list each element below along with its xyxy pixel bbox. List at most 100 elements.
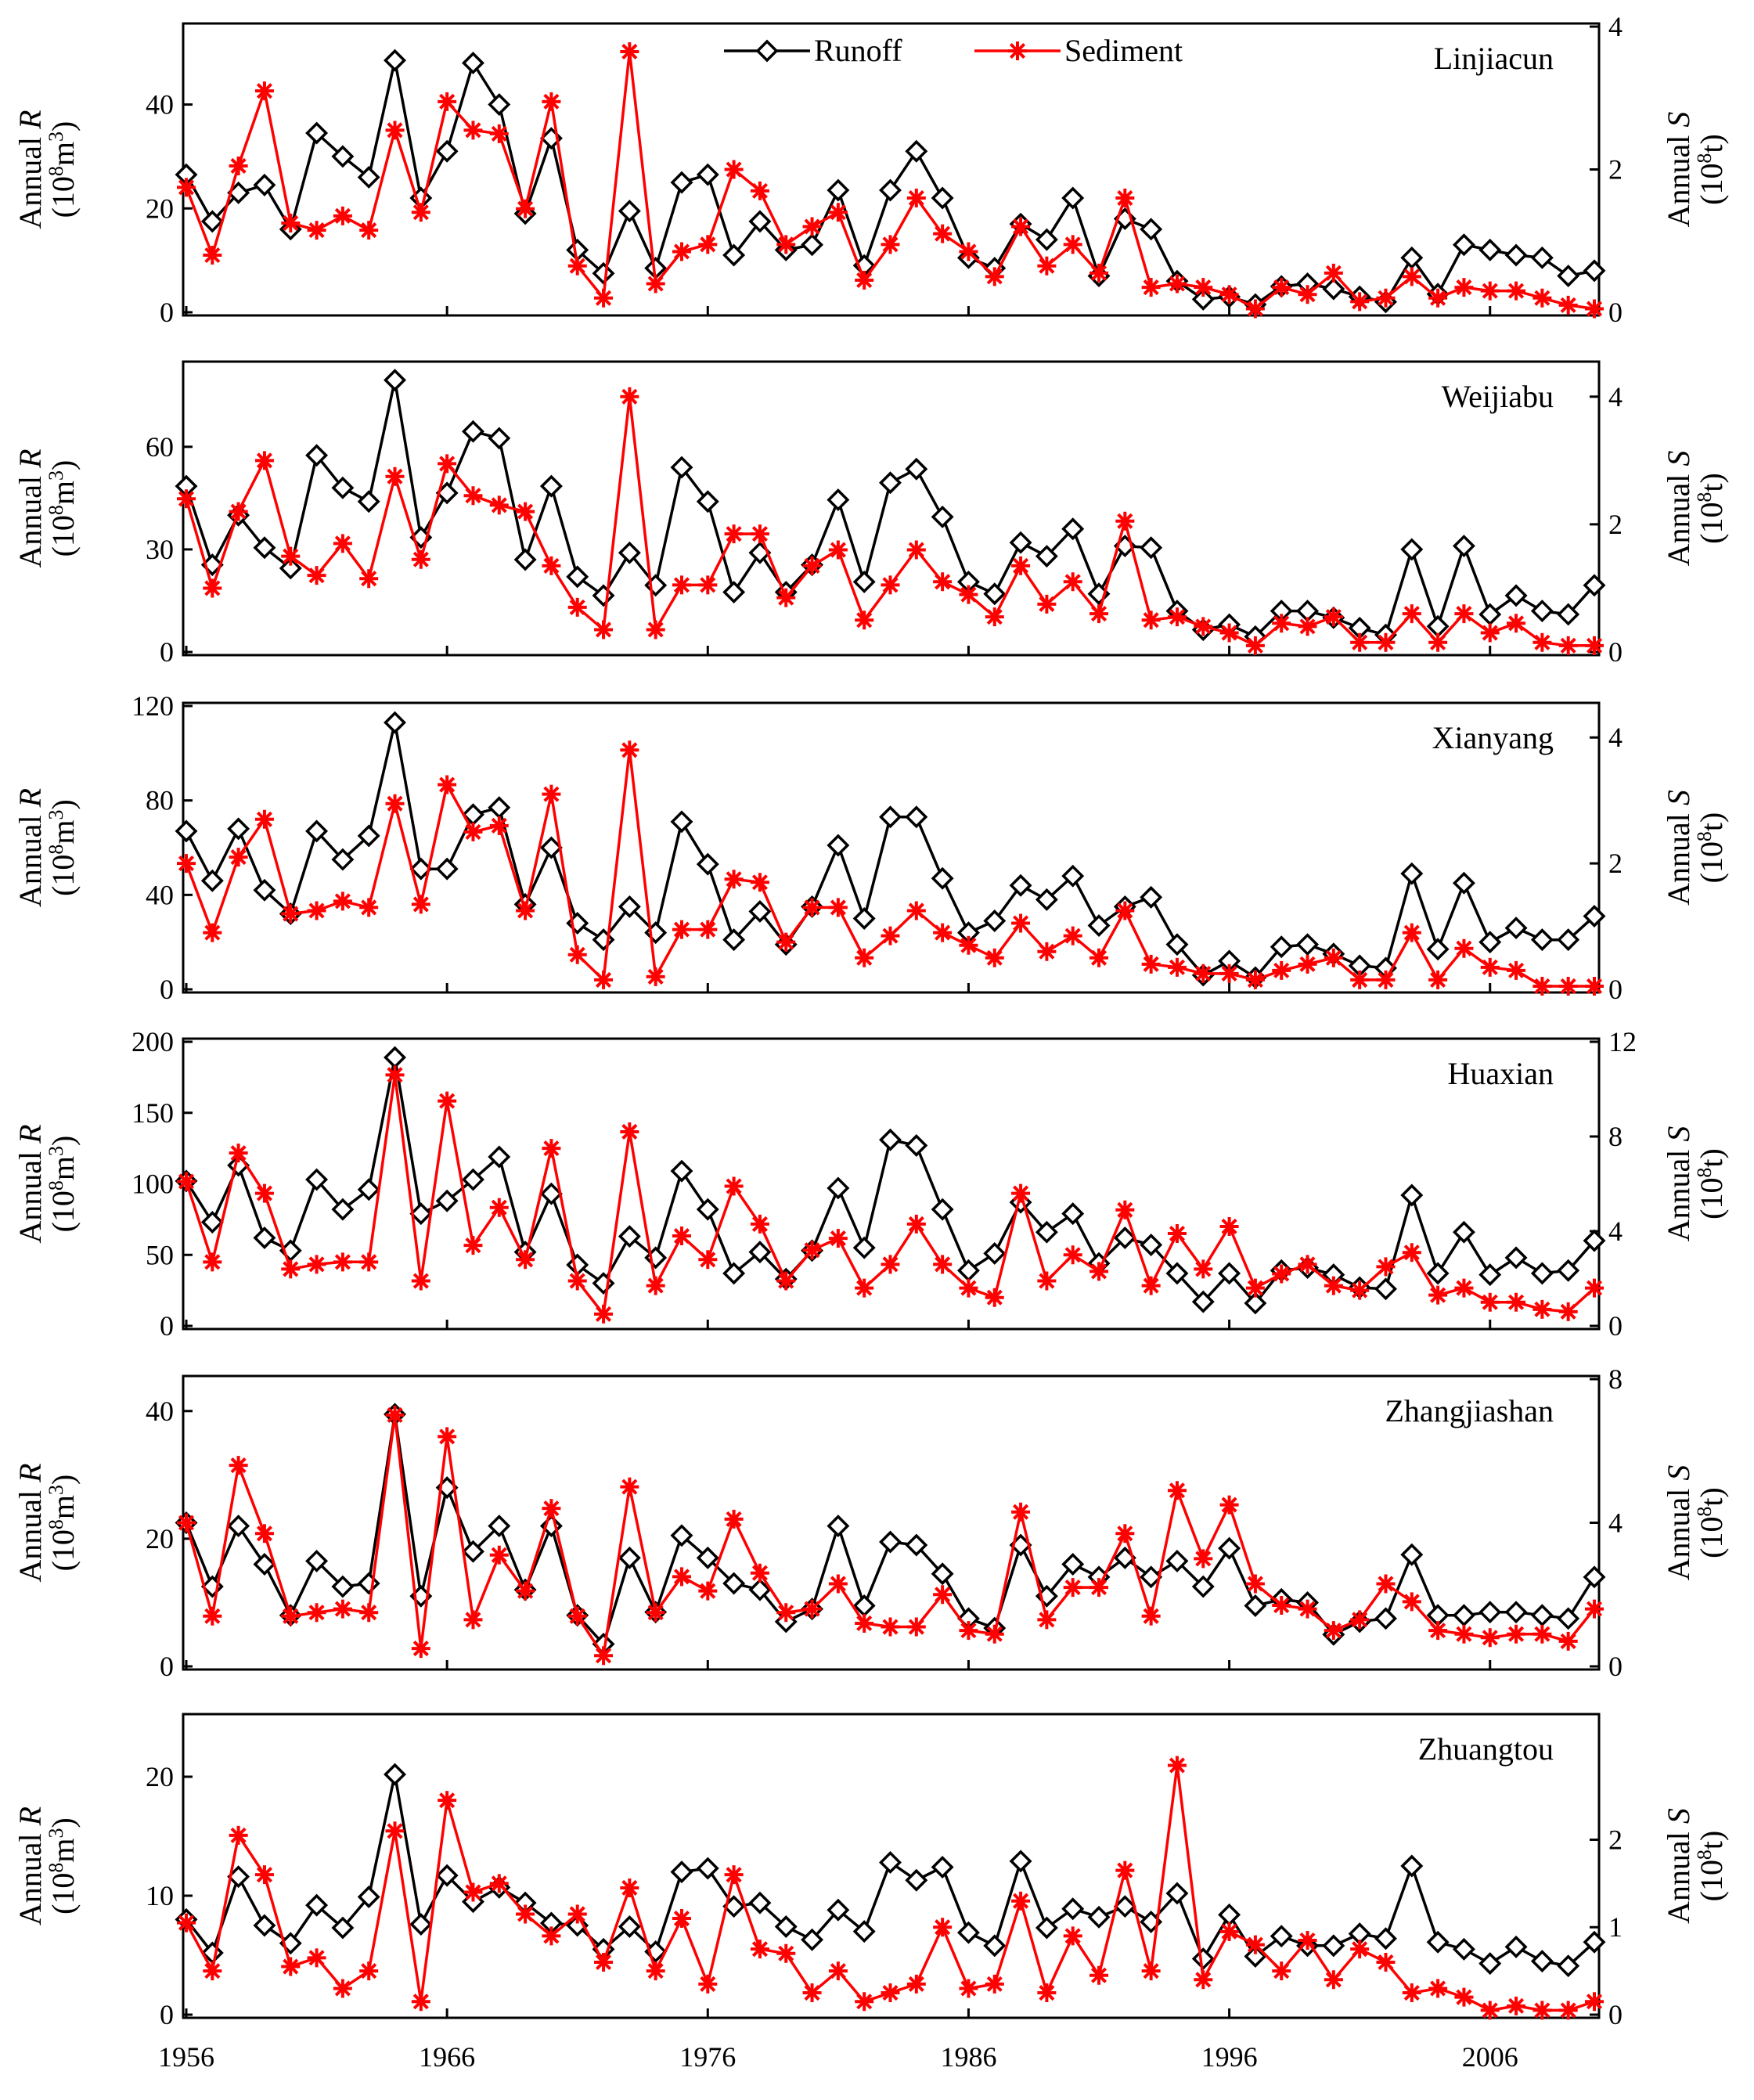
runoff-point [722, 928, 746, 952]
sediment-point [959, 585, 978, 604]
sediment-point [516, 901, 535, 920]
sediment-point [463, 1236, 483, 1255]
runoff-point [200, 869, 224, 892]
sediment-point [594, 288, 614, 308]
runoff-point [1374, 1927, 1397, 1951]
sediment-point [1376, 632, 1396, 652]
sediment-point [333, 1599, 352, 1619]
sediment-point [438, 92, 457, 111]
runoff-point [618, 1915, 641, 1938]
runoff-point [722, 581, 746, 604]
right-axis-title: Annual S [1661, 1126, 1696, 1242]
runoff-point [1452, 1604, 1475, 1627]
sediment-point [724, 160, 744, 179]
sediment-point [203, 923, 222, 942]
sediment-point [1063, 1578, 1082, 1598]
runoff-point [983, 1241, 1007, 1265]
sediment-point [620, 387, 639, 406]
sediment-point [1063, 572, 1082, 592]
runoff-point [227, 817, 250, 841]
sediment-point [1245, 970, 1265, 989]
sediment-point [516, 1581, 535, 1601]
sediment-point [1298, 1599, 1317, 1619]
sediment-point [776, 1271, 796, 1291]
sediment-series [177, 1405, 1604, 1666]
sediment-point [1011, 1502, 1031, 1522]
right-tick-label: 2 [1608, 848, 1623, 879]
right-tick-label: 1 [1608, 1911, 1623, 1943]
left-axis-unit: (108m3) [45, 1817, 81, 1914]
sediment-point [516, 1250, 535, 1270]
runoff-point [461, 420, 484, 443]
left-axis-title: Annual R [13, 110, 48, 229]
runoff-point [253, 878, 276, 902]
runoff-point [748, 1578, 772, 1601]
runoff-point [357, 1886, 380, 1908]
runoff-point [488, 427, 511, 450]
sediment-point [254, 1865, 274, 1885]
runoff-point [1218, 1903, 1241, 1926]
sediment-point [1141, 1276, 1161, 1295]
runoff-point [1035, 888, 1058, 911]
legend-runoff-marker [755, 39, 779, 63]
sediment-point [906, 1214, 926, 1234]
sediment-point [203, 1252, 222, 1272]
runoff-point [305, 1893, 329, 1917]
left-axis-title: Annual R [13, 1806, 48, 1925]
runoff-point [905, 1868, 928, 1892]
sediment-point [1272, 1596, 1291, 1616]
sediment-point [438, 1427, 457, 1446]
x-tick-label: 1986 [940, 2041, 996, 2073]
sediment-point [359, 221, 379, 240]
runoff-point [618, 895, 641, 918]
runoff-point [1583, 1930, 1606, 1954]
sediment-point [1063, 926, 1082, 946]
runoff-point [1061, 186, 1085, 210]
sediment-point [281, 213, 301, 232]
sediment-point [855, 270, 874, 290]
sediment-point [594, 1646, 614, 1666]
left-tick-label: 80 [146, 785, 174, 816]
sediment-point [1115, 189, 1135, 207]
right-tick-label: 4 [1608, 11, 1623, 42]
runoff-point [1426, 1930, 1450, 1954]
sediment-point [1402, 1592, 1421, 1612]
sediment-point [1558, 295, 1578, 315]
sediment-point [620, 1477, 639, 1497]
sediment-point [1037, 256, 1057, 276]
right-tick-label: 12 [1608, 1026, 1637, 1057]
sediment-point [1089, 1262, 1109, 1281]
sediment-point [359, 1603, 379, 1623]
runoff-point [1140, 536, 1163, 560]
station-label: Huaxian [1447, 1056, 1554, 1091]
runoff-point [1400, 1183, 1424, 1207]
sediment-point [229, 502, 248, 521]
sediment-point [542, 1926, 561, 1946]
sediment-point [855, 611, 874, 630]
runoff-point [1191, 1290, 1215, 1313]
sediment-point [411, 1992, 430, 2012]
runoff-point [357, 1178, 380, 1201]
sediment-point [1194, 964, 1213, 983]
sediment-point [1219, 1495, 1239, 1515]
sediment-point [933, 1918, 953, 1937]
runoff-point [1322, 277, 1345, 301]
runoff-point [1218, 1536, 1241, 1560]
sediment-point [1532, 976, 1552, 996]
left-axis-unit: (108m3) [45, 121, 81, 218]
sediment-point [1507, 281, 1526, 301]
runoff-point [1400, 1854, 1424, 1878]
sediment-point [646, 274, 665, 294]
right-tick-label: 8 [1608, 1363, 1623, 1395]
runoff-point [696, 1857, 719, 1880]
runoff-point [539, 1182, 563, 1205]
sediment-point [750, 1940, 769, 1959]
runoff-point [1504, 1935, 1528, 1958]
runoff-point [331, 1916, 355, 1940]
sediment-point [516, 502, 535, 521]
sediment-point [385, 466, 405, 486]
sediment-point [203, 578, 222, 598]
runoff-point [931, 1856, 954, 1878]
sediment-point [1089, 1578, 1109, 1598]
runoff-point [1478, 238, 1502, 261]
